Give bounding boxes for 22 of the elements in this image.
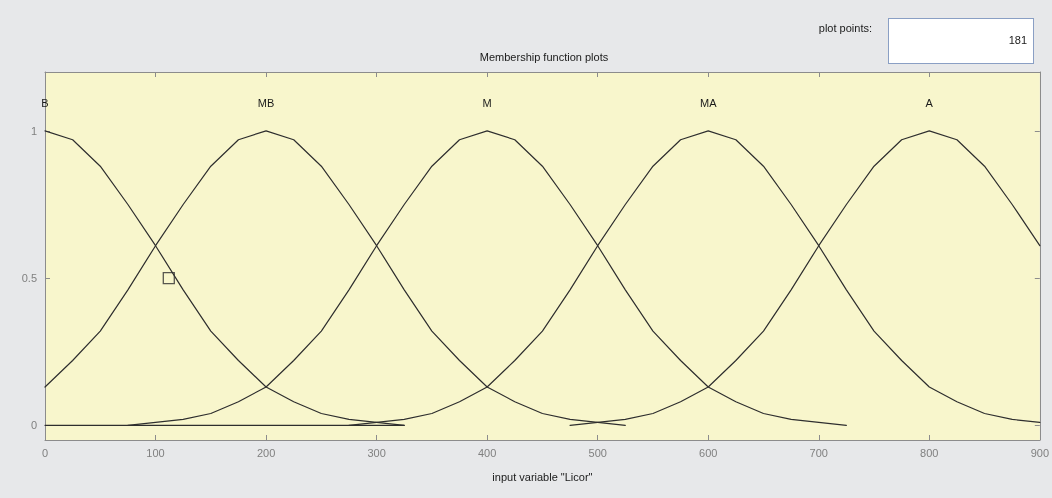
x-tick-label: 400 <box>477 446 497 459</box>
y-tick-label: 0 <box>30 419 37 432</box>
text: MB <box>257 96 275 109</box>
x-tick-label: 200 <box>256 446 276 459</box>
y-tick-label: 1 <box>30 124 37 137</box>
text: M <box>482 96 492 109</box>
x-tick-label: 0 <box>41 446 49 459</box>
x-tick-label: 500 <box>588 446 607 459</box>
text: plot points: <box>818 22 872 34</box>
x-tick-label: 800 <box>920 446 939 459</box>
x-tick-label: 600 <box>699 446 718 459</box>
text: MA <box>699 96 718 109</box>
x-tick-label: 100 <box>146 446 165 459</box>
text: A <box>925 96 934 109</box>
x-axis-title: input variable "Licor" <box>492 470 593 483</box>
text-field: 181 <box>888 18 1034 64</box>
chart-title: Membership function plots <box>479 50 609 63</box>
x-tick-label: 700 <box>809 446 828 459</box>
y-tick-label: 0.5 <box>21 272 37 285</box>
text: B <box>41 96 49 109</box>
x-tick-label: 300 <box>367 446 386 459</box>
x-tick-label: 900 <box>1030 446 1049 459</box>
